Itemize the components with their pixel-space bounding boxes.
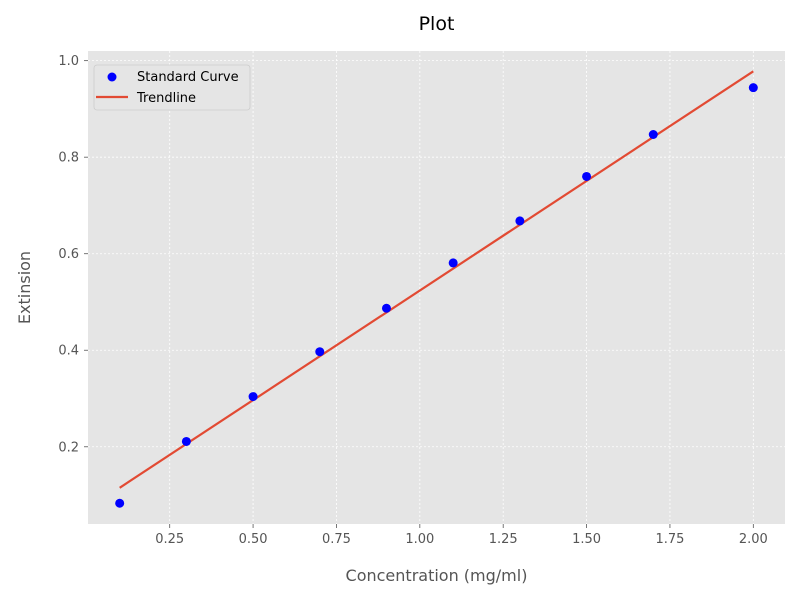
x-tick-label: 2.00 [739,532,768,547]
x-tick-label: 1.25 [489,532,518,547]
legend-label-trendline: Trendline [136,91,196,106]
legend-label-standard-curve: Standard Curve [137,70,239,85]
y-tick-label: 0.4 [58,344,79,359]
data-point [748,83,758,93]
data-point [315,347,325,357]
series [115,70,758,508]
legend: Standard Curve Trendline [93,64,251,111]
data-point [181,436,191,446]
grid [88,51,785,524]
data-point [448,258,458,268]
legend-box [93,64,251,111]
x-tick-label: 1.00 [405,532,434,547]
data-point [648,129,658,139]
chart-title: Plot [419,13,455,35]
x-tick-label: 0.75 [322,532,351,547]
axis-ticks: 0.25 0.50 0.75 1.00 1.25 1.50 1.75 2.00 0.2 0.4 0.… [58,54,767,547]
trendline [119,70,754,489]
data-point [515,216,525,226]
plot-area [88,51,785,524]
x-tick-label: 0.50 [239,532,268,547]
legend-marker-standard-curve [107,72,117,82]
y-axis-title: Extinsion [15,251,34,324]
y-tick-label: 0.2 [58,440,79,455]
y-tick-label: 1.0 [58,54,79,69]
data-point [582,171,592,181]
x-axis-title: Concentration (mg/ml) [346,566,528,585]
data-point [381,303,391,313]
data-point [115,498,125,508]
x-tick-label: 0.25 [155,532,184,547]
x-tick-label: 1.50 [572,532,601,547]
y-tick-label: 0.8 [58,151,79,166]
y-tick-label: 0.6 [58,247,79,262]
x-tick-label: 1.75 [655,532,684,547]
data-point [248,392,258,402]
